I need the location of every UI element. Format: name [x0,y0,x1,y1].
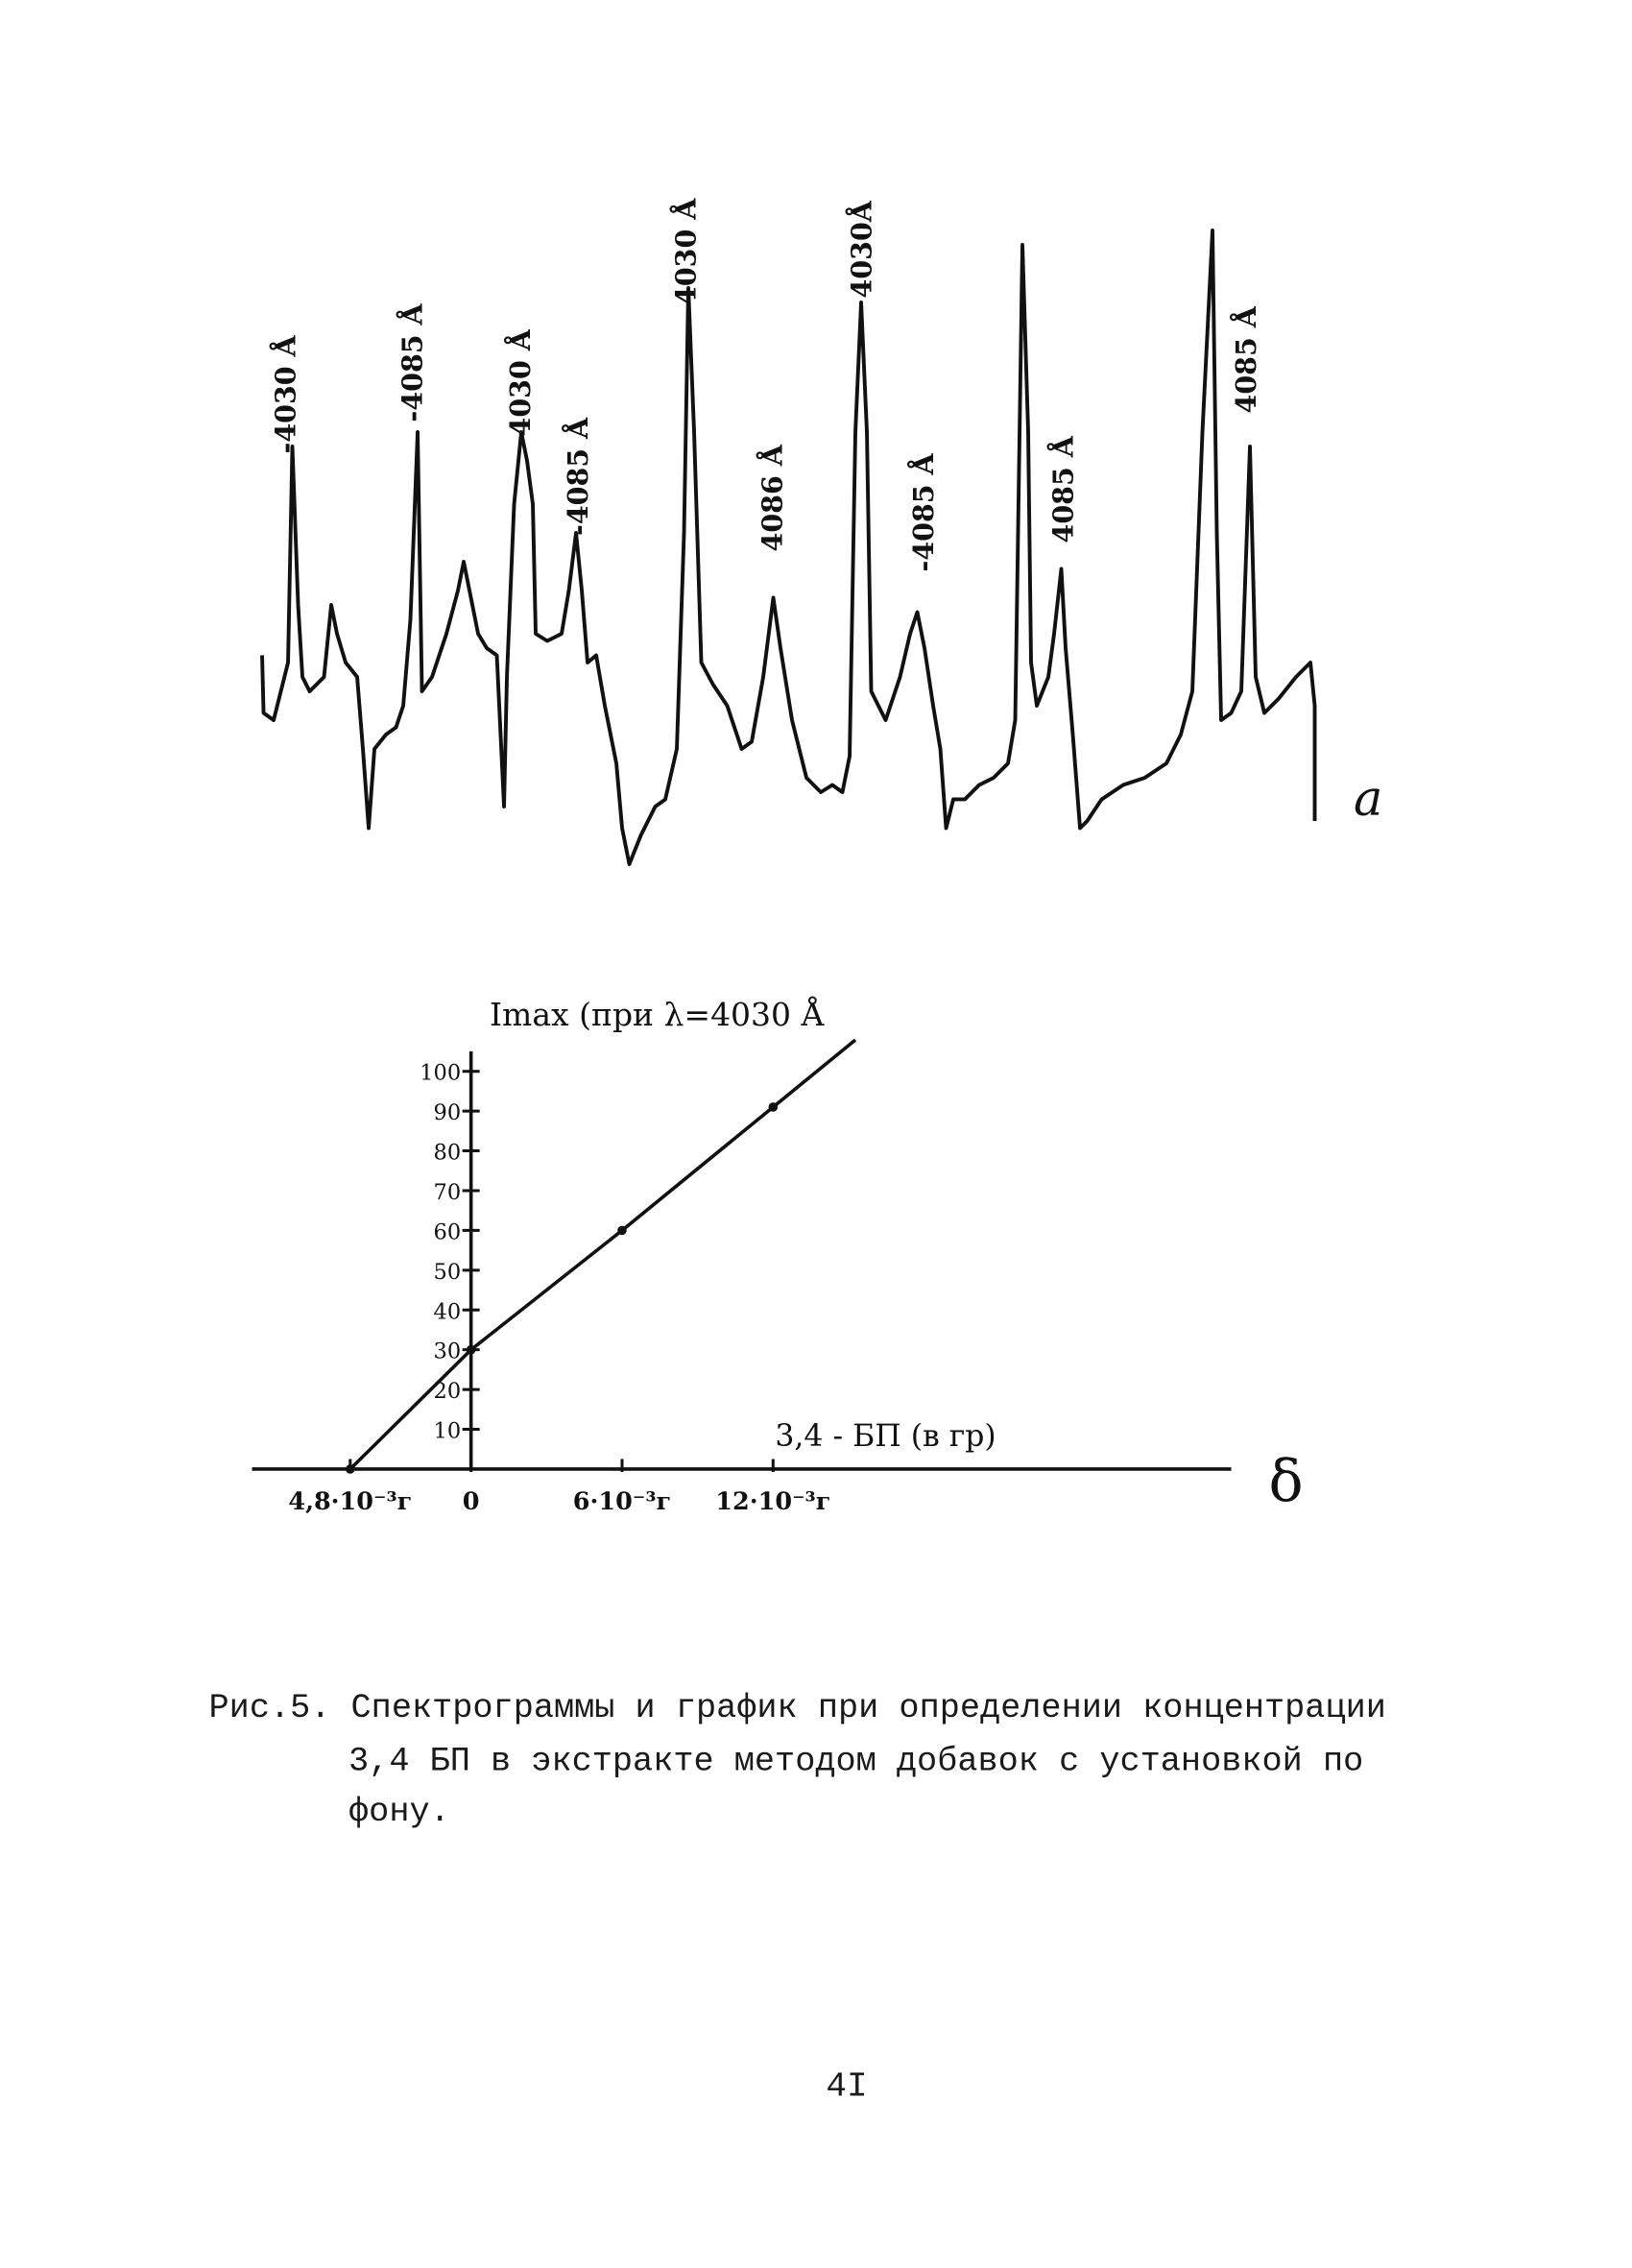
x-tick-label: 12·10⁻³г [715,1487,830,1516]
caption-line: 3,4 БП в экстракте методом добавок с уст… [348,1742,1363,1780]
y-axis-title: Imax (при λ=4030 Å [490,995,825,1033]
caption-line: фону. [348,1793,450,1831]
y-tick-label: 40 [434,1299,462,1324]
x-tick-label: 4,8·10⁻³г [288,1487,412,1516]
y-tick-label: 90 [434,1100,462,1125]
y-tick-label: 100 [420,1061,461,1086]
data-point [768,1102,779,1112]
page-number: 4I [826,2066,867,2106]
data-line [348,1105,775,1471]
data-point [617,1225,627,1236]
x-axis-symbol: δ [1268,1448,1303,1515]
peak-label: 4085 Å [1047,435,1080,543]
peak-label: 4030Å [846,200,878,298]
peak-label: 4086 Å [756,444,789,551]
peak-label: -4085 Å [562,417,594,536]
data-point [345,1464,355,1474]
line-extension [772,1038,857,1109]
x-tick-label: 6·10⁻³г [573,1487,671,1516]
peak-label: 4030 Å [670,198,703,305]
y-tick-label: 60 [434,1219,462,1244]
spectrogram-trace [260,229,1317,866]
spectrogram: a -4030 Å -4085 Å 4030 Å -4085 Å 4030 Å 4086 … [260,198,1382,866]
x-axis-label: 3,4 - БП (в гр) [775,1419,996,1454]
peak-label: -4030 Å [270,334,302,453]
peak-label: -4085 Å [396,302,429,422]
x-tick-label: 0 [463,1487,480,1516]
y-tick-label: 50 [434,1260,462,1285]
y-tick-label: 70 [434,1180,462,1205]
y-tick-label: 80 [434,1141,462,1166]
peak-label: -4085 Å [907,452,940,571]
panel-label: a [1354,771,1382,828]
y-tick-label: 10 [434,1419,462,1444]
caption: Рис.5. Спектрограммы и график при опреде… [209,1689,1386,1831]
caption-line: Рис.5. Спектрограммы и график при опреде… [209,1689,1386,1727]
y-tick-label: 30 [434,1339,462,1364]
peak-label: 4030 Å [504,328,537,436]
data-point [466,1344,476,1355]
peak-label: 4085 Å [1230,305,1262,413]
